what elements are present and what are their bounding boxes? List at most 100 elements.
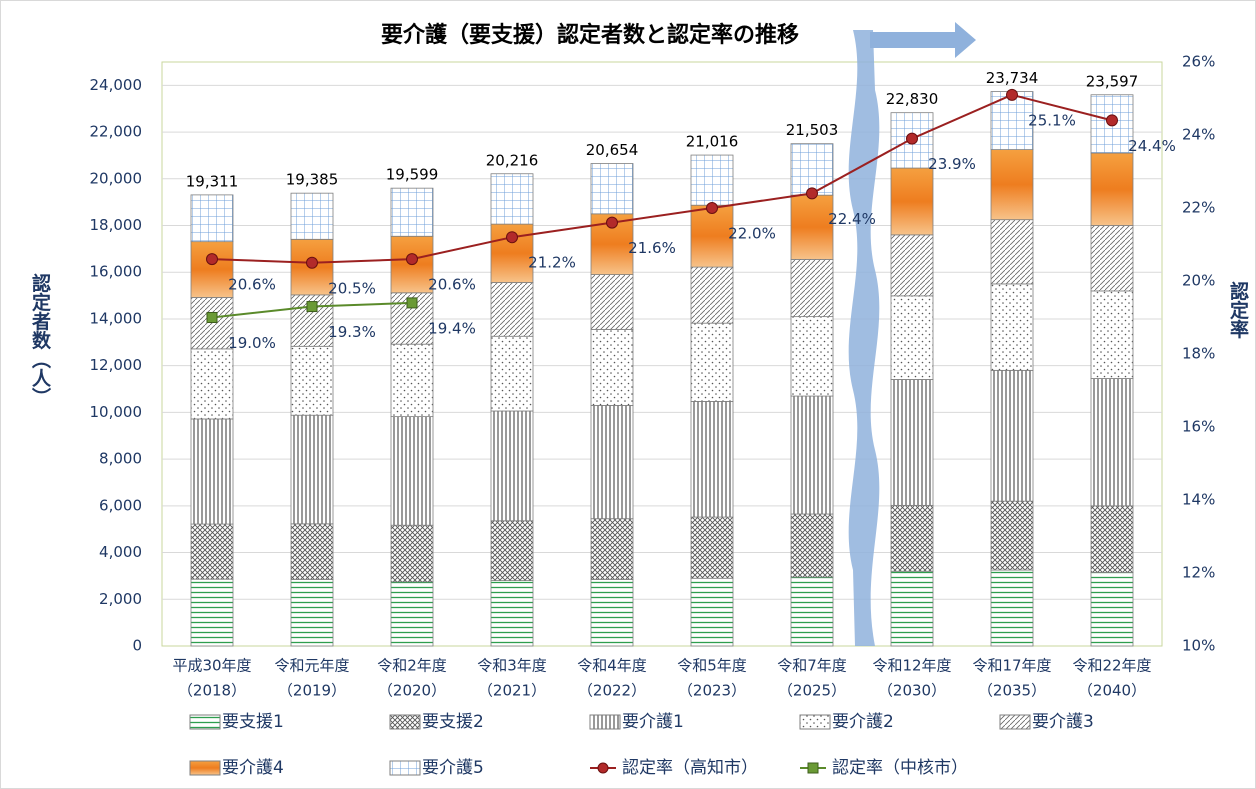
bar-segment	[390, 581, 434, 647]
y-tick-label: 18,000	[90, 216, 143, 234]
y2-tick-label: 20%	[1182, 272, 1215, 290]
legend-label: 要介護2	[832, 712, 894, 732]
bar-segment	[190, 348, 234, 420]
x-tick-label: 令和4年度	[577, 657, 647, 675]
total-label: 23,734	[986, 69, 1039, 87]
x-tick-label: （2040）	[1078, 682, 1146, 700]
bar-segment	[990, 569, 1034, 647]
y-tick-label: 16,000	[90, 263, 143, 281]
bar-segment	[390, 187, 434, 237]
rate-marker	[406, 297, 418, 309]
bar-segment	[990, 283, 1034, 371]
bar-segment	[690, 266, 734, 324]
bar-segment	[1090, 152, 1134, 226]
y2-tick-label: 22%	[1182, 199, 1215, 217]
legend-marker	[597, 762, 609, 774]
x-tick-label: 令和5年度	[677, 657, 747, 675]
y2-tick-label: 14%	[1182, 491, 1215, 509]
bar-segment	[990, 149, 1034, 221]
bar-segment	[990, 500, 1034, 571]
bar-segment	[490, 520, 534, 581]
y2-tick-label: 12%	[1182, 564, 1215, 582]
y2-tick-label: 10%	[1182, 637, 1215, 655]
bar-segment	[1090, 572, 1134, 647]
bar-segment	[1090, 225, 1134, 292]
rate-label: 24.4%	[1128, 137, 1176, 155]
rate-marker	[606, 216, 618, 229]
rate-marker	[806, 187, 818, 200]
y2-tick-label: 18%	[1182, 345, 1215, 363]
x-tick-label: （2019）	[278, 682, 346, 700]
rate-label: 19.4%	[428, 319, 476, 337]
bar-segment	[1090, 378, 1134, 507]
rate-label: 19.3%	[328, 323, 376, 341]
rate-marker	[206, 312, 218, 323]
divider-band	[848, 30, 880, 646]
total-label: 20,654	[586, 141, 639, 159]
rate-label: 20.6%	[428, 276, 476, 294]
x-tick-label: 令和12年度	[872, 657, 951, 675]
y-tick-label: 20,000	[90, 169, 143, 187]
rate-label: 22.4%	[828, 210, 876, 228]
bar-segment	[390, 524, 434, 583]
bar-segment	[690, 154, 734, 206]
total-label: 19,385	[286, 171, 339, 189]
chart-title: 要介護（要支援）認定者数と認定率の推移	[381, 22, 799, 48]
rate-label: 22.0%	[728, 225, 776, 243]
rate-marker	[506, 231, 518, 244]
bar-segment	[890, 379, 934, 506]
bar-segment	[790, 576, 834, 647]
bar-segment	[890, 504, 934, 572]
x-tick-label: 平成30年度	[172, 657, 251, 675]
total-label: 23,597	[1086, 72, 1139, 90]
rate-marker	[306, 256, 318, 269]
legend-swatch	[189, 714, 221, 730]
bar-segment	[890, 234, 934, 297]
bar-segment	[690, 401, 734, 518]
y-tick-label: 22,000	[90, 123, 143, 141]
rate-marker	[206, 253, 218, 266]
bar-segment	[490, 282, 534, 337]
legend-label: 要介護5	[422, 758, 484, 778]
rate-label: 20.5%	[328, 279, 376, 297]
y-tick-label: 6,000	[99, 496, 142, 514]
y-tick-label: 4,000	[99, 543, 142, 561]
legend-label: 要介護1	[622, 712, 684, 732]
bar-segment	[790, 258, 834, 318]
x-tick-label: （2023）	[678, 682, 746, 700]
bar-segment	[690, 577, 734, 647]
rate-label: 20.6%	[228, 276, 276, 294]
future-arrow	[870, 22, 976, 58]
legend-label: 認定率（高知市）	[622, 758, 758, 778]
total-label: 21,503	[786, 121, 839, 139]
legend-label: 要支援2	[422, 712, 484, 732]
rate-marker	[1006, 88, 1018, 101]
y-tick-label: 10,000	[90, 403, 143, 421]
y-tick-label: 12,000	[90, 356, 143, 374]
x-tick-label: 令和2年度	[377, 657, 447, 675]
legend-swatch	[389, 714, 421, 730]
bar-segment	[390, 343, 434, 418]
legend-swatch	[189, 760, 221, 776]
y-tick-label: 2,000	[99, 590, 142, 608]
y-tick-label: 8,000	[99, 450, 142, 468]
legend-swatch	[999, 714, 1031, 730]
bar-segment	[890, 295, 934, 380]
y2-axis-label: 認定率	[1227, 280, 1249, 339]
bar-segment	[790, 316, 834, 397]
bar-segment	[790, 395, 834, 515]
legend-swatch	[589, 714, 621, 730]
x-tick-label: （2025）	[778, 682, 846, 700]
y-axis-label: 認定者数（人）	[29, 272, 51, 406]
rate-marker	[406, 253, 418, 266]
x-tick-label: （2018）	[178, 682, 246, 700]
bar-segment	[590, 163, 634, 215]
bar-segment	[190, 297, 234, 350]
legend-label: 要支援1	[222, 712, 284, 732]
bar-segment	[690, 322, 734, 402]
x-tick-label: 令和17年度	[972, 657, 1051, 675]
rate-label: 25.1%	[1028, 111, 1076, 129]
rate-label: 19.0%	[228, 334, 276, 352]
bar-segment	[590, 404, 634, 520]
